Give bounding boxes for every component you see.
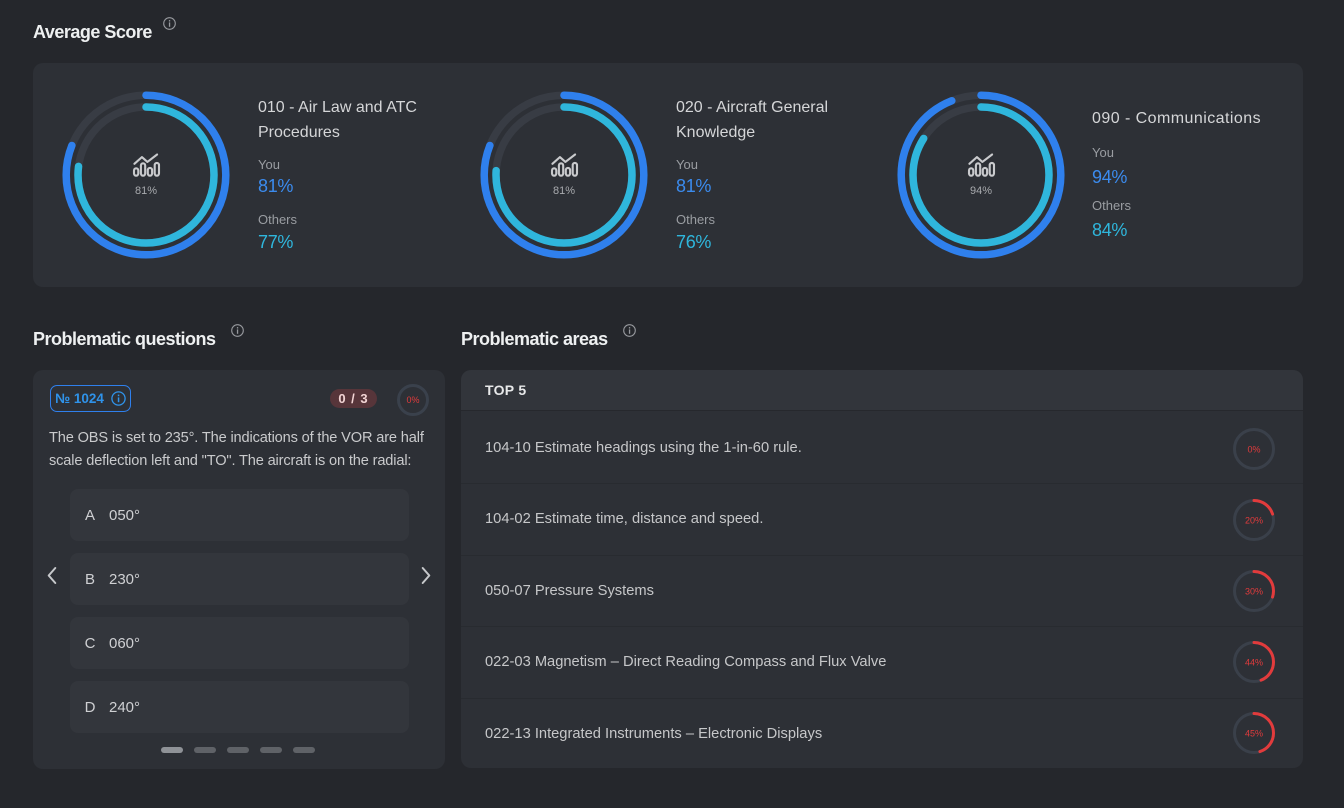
svg-text:81%: 81% <box>553 185 575 197</box>
svg-text:94%: 94% <box>970 185 992 197</box>
svg-text:20%: 20% <box>1245 516 1263 526</box>
svg-text:0%: 0% <box>1247 445 1260 455</box>
svg-text:81%: 81% <box>135 185 157 197</box>
svg-text:45%: 45% <box>1245 729 1263 739</box>
svg-text:44%: 44% <box>1245 658 1263 668</box>
svg-text:30%: 30% <box>1245 587 1263 597</box>
